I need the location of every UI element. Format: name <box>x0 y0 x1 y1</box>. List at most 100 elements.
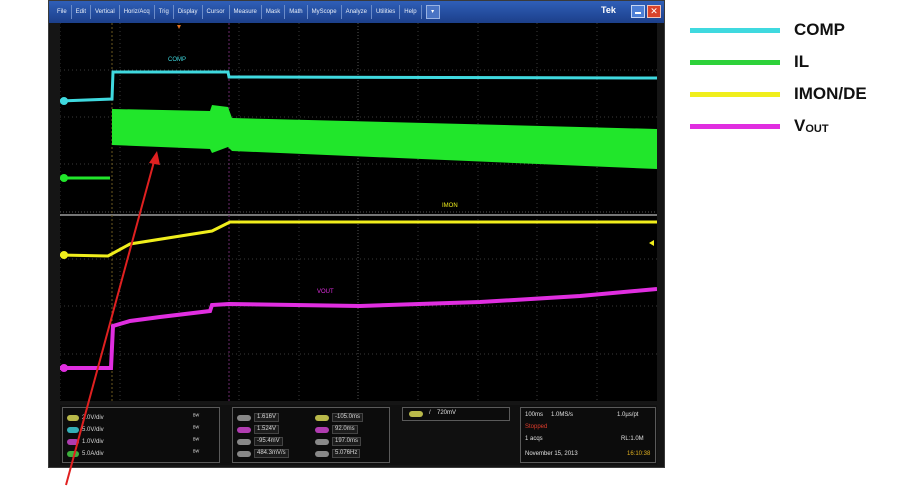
il-trace-band <box>112 105 657 169</box>
channel-4-scale: 5.0A/div <box>82 450 104 457</box>
measurement-value: 1.616V <box>254 413 280 422</box>
waveform-svg: COMP IMON VOUT <box>60 23 657 401</box>
measurement-row: 1.524V <box>237 425 280 434</box>
menu-mask[interactable]: Mask <box>262 5 286 19</box>
measurement-row: 5.076Hz <box>315 449 361 458</box>
waveform-display[interactable]: COMP IMON VOUT <box>60 23 657 401</box>
menu-analyze[interactable]: Analyze <box>342 5 372 19</box>
channel-3-icon <box>67 438 79 445</box>
minimize-button[interactable] <box>631 5 645 18</box>
menu-dropdown-icon[interactable]: ▾ <box>425 5 440 19</box>
channel-1-icon <box>67 414 79 421</box>
legend-swatch <box>690 91 780 97</box>
comp-ground-marker-icon[interactable] <box>60 97 68 105</box>
legend-item-il: IL <box>690 52 809 72</box>
legend-label-imon: IMON/DE <box>794 84 867 103</box>
record-length: RL:1.0M <box>621 436 644 442</box>
measurement-row: 92.0ms <box>315 425 358 434</box>
menu-math[interactable]: Math <box>285 5 308 19</box>
oscilloscope-window: File Edit Vertical Horiz/Acq Trig Displa… <box>48 0 665 468</box>
measurement-tag-icon <box>315 414 329 421</box>
menu-utilities[interactable]: Utilities <box>372 5 401 19</box>
legend-swatch <box>690 123 780 129</box>
legend-item-imon: IMON/DE <box>690 84 867 104</box>
measurement-value: -105.0ms <box>332 413 364 422</box>
measurement-tag-icon <box>315 426 329 433</box>
measurement-row: 197.0ms <box>315 437 362 446</box>
trigger-position-icon <box>177 25 181 29</box>
sample-rate: 1.0MS/s <box>551 412 574 418</box>
cursor-measurement-box[interactable]: 1.616V 1.524V -95.4mV 484.3mV/s -105.0ms… <box>232 407 390 463</box>
vout-waveform-label: VOUT <box>317 289 334 295</box>
legend-label-comp: COMP <box>794 20 845 39</box>
channel-row[interactable]: 2.0V/div <box>67 413 104 422</box>
measurement-row: -105.0ms <box>315 413 364 422</box>
channel-scale-box[interactable]: 2.0V/div ᴮᵂ 5.0V/div ᴮᵂ 1.0V/div ᴮᵂ 5.0A… <box>62 407 220 463</box>
measurement-row: 1.616V <box>237 413 280 422</box>
acquisition-time: 16:10:38 <box>627 451 651 457</box>
menu-help[interactable]: Help <box>400 5 422 19</box>
vout-ground-marker-icon[interactable] <box>60 364 68 372</box>
trigger-slope-icon: / <box>429 410 431 416</box>
channel-2-scale: 5.0V/div <box>82 426 104 433</box>
legend-label-vout-main: V <box>794 116 806 135</box>
measurement-value: 5.076Hz <box>332 449 361 458</box>
horizontal-acquisition-box[interactable]: 100ms 1.0MS/s 1.0µs/pt Stopped 1 acqs RL… <box>520 407 656 463</box>
measurement-tag-icon <box>315 450 329 457</box>
trigger-box[interactable]: / 720mV <box>402 407 510 421</box>
channel-2-icon <box>67 426 79 433</box>
trigger-level-icon <box>649 240 654 246</box>
acquisition-count: 1 acqs <box>525 436 543 442</box>
measurement-row: -95.4mV <box>237 437 283 446</box>
measurement-value: 484.3mV/s <box>254 449 289 458</box>
graticule-grid <box>60 23 657 401</box>
measurement-tag-icon <box>237 438 251 445</box>
menu-file[interactable]: File <box>53 5 72 19</box>
measurement-tag-icon <box>237 450 251 457</box>
measurement-tag-icon <box>237 414 251 421</box>
channel-4-icon <box>67 450 79 457</box>
measurement-tag-icon <box>237 426 251 433</box>
legend-swatch <box>690 27 780 33</box>
trigger-level: 720mV <box>437 410 457 416</box>
channel-row[interactable]: 5.0V/div <box>67 425 104 434</box>
trigger-source-icon <box>409 411 423 417</box>
bandwidth-limit-icon: ᴮᵂ <box>193 450 200 456</box>
legend-label-vout: VOUT <box>794 116 829 136</box>
bandwidth-limit-icon: ᴮᵂ <box>193 414 200 420</box>
bandwidth-limit-icon: ᴮᵂ <box>193 426 200 432</box>
menu-horiz-acq[interactable]: Horiz/Acq <box>120 5 155 19</box>
il-ground-marker-icon[interactable] <box>60 174 68 182</box>
menu-bar: File Edit Vertical Horiz/Acq Trig Displa… <box>49 1 664 23</box>
resolution: 1.0µs/pt <box>617 412 639 418</box>
tek-logo: Tek <box>601 5 616 15</box>
readout-panel: 2.0V/div ᴮᵂ 5.0V/div ᴮᵂ 1.0V/div ᴮᵂ 5.0A… <box>60 405 657 465</box>
legend-label-il: IL <box>794 52 810 71</box>
bandwidth-limit-icon: ᴮᵂ <box>193 438 200 444</box>
acquisition-date: November 15, 2013 <box>525 451 578 457</box>
imon-waveform-label: IMON <box>442 203 458 209</box>
channel-row[interactable]: 5.0A/div <box>67 449 104 458</box>
menu-display[interactable]: Display <box>174 5 203 19</box>
menu-measure[interactable]: Measure <box>230 5 262 19</box>
menu-myscope[interactable]: MyScope <box>308 5 342 19</box>
menu-cursor[interactable]: Cursor <box>203 5 230 19</box>
channel-1-scale: 2.0V/div <box>82 414 104 421</box>
menu-edit[interactable]: Edit <box>72 5 92 19</box>
channel-3-scale: 1.0V/div <box>82 438 104 445</box>
imon-ground-marker-icon[interactable] <box>60 251 68 259</box>
close-button[interactable]: ✕ <box>647 5 661 18</box>
legend-item-vout: VOUT <box>690 116 829 136</box>
channel-row[interactable]: 1.0V/div <box>67 437 104 446</box>
acquisition-state: Stopped <box>525 424 548 430</box>
legend-swatch <box>690 59 780 65</box>
measurement-value: 1.524V <box>254 425 280 434</box>
legend-label-vout-sub: OUT <box>805 123 829 135</box>
measurement-tag-icon <box>315 438 329 445</box>
timebase: 100ms <box>525 412 544 418</box>
menu-vertical[interactable]: Vertical <box>91 5 120 19</box>
measurement-row: 484.3mV/s <box>237 449 289 458</box>
measurement-value: -95.4mV <box>254 437 283 446</box>
comp-waveform-label: COMP <box>168 57 186 63</box>
menu-trig[interactable]: Trig <box>155 5 174 19</box>
